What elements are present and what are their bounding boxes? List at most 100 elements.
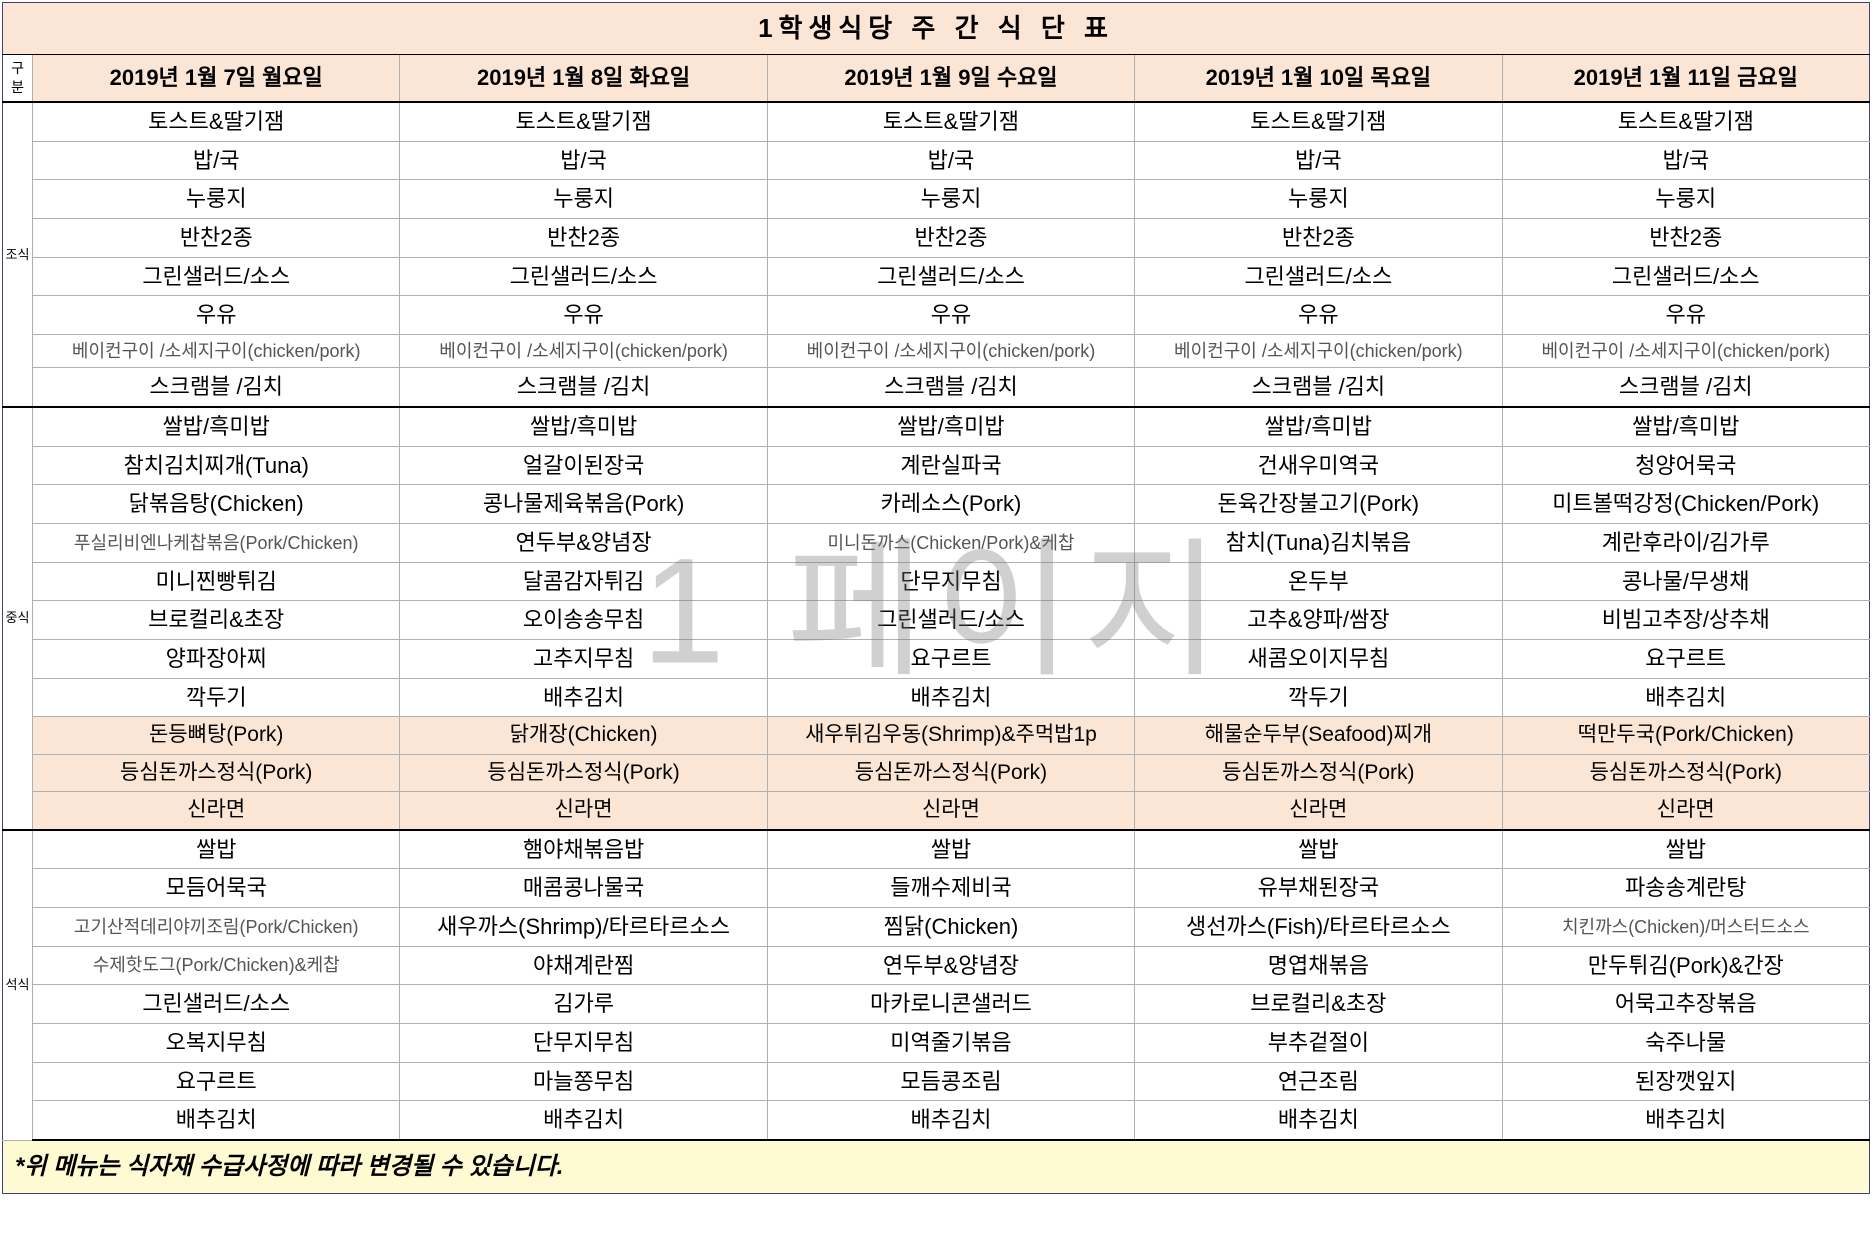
menu-cell: 신라면 [400, 792, 767, 830]
menu-cell: 베이컨구이 /소세지구이(chicken/pork) [1135, 335, 1502, 368]
menu-cell: 우유 [400, 296, 767, 335]
menu-cell: 스크램블 /김치 [1135, 368, 1502, 407]
menu-cell: 반찬2종 [1135, 218, 1502, 257]
section-label: 조식 [3, 102, 33, 407]
menu-cell: 오이송송무침 [400, 601, 767, 640]
menu-cell: 새콤오이지무침 [1135, 640, 1502, 679]
menu-cell: 깍두기 [1135, 678, 1502, 717]
menu-cell: 떡만두국(Pork/Chicken) [1502, 717, 1869, 754]
menu-cell: 연두부&양념장 [400, 524, 767, 563]
menu-cell: 등심돈까스정식(Pork) [1135, 754, 1502, 791]
menu-cell: 들깨수제비국 [767, 869, 1134, 908]
menu-cell: 베이컨구이 /소세지구이(chicken/pork) [33, 335, 400, 368]
menu-cell: 단무지무침 [767, 562, 1134, 601]
menu-cell: 그린샐러드/소스 [767, 257, 1134, 296]
menu-cell: 등심돈까스정식(Pork) [33, 754, 400, 791]
menu-cell: 스크램블 /김치 [33, 368, 400, 407]
menu-cell: 반찬2종 [1502, 218, 1869, 257]
menu-cell: 등심돈까스정식(Pork) [400, 754, 767, 791]
menu-cell: 베이컨구이 /소세지구이(chicken/pork) [1502, 335, 1869, 368]
menu-table-wrapper: 1 페이지 1학생식당 주 간 식 단 표구분2019년 1월 7일 월요일20… [2, 2, 1870, 1194]
menu-cell: 배추김치 [33, 1101, 400, 1140]
menu-cell: 깍두기 [33, 678, 400, 717]
menu-cell: 쌀밥 [1502, 830, 1869, 869]
menu-cell: 닭볶음탕(Chicken) [33, 485, 400, 524]
menu-cell: 미트볼떡강정(Chicken/Pork) [1502, 485, 1869, 524]
menu-cell: 베이컨구이 /소세지구이(chicken/pork) [400, 335, 767, 368]
menu-cell: 스크램블 /김치 [400, 368, 767, 407]
menu-cell: 등심돈까스정식(Pork) [767, 754, 1134, 791]
menu-cell: 미니돈까스(Chicken/Pork)&케찹 [767, 524, 1134, 563]
menu-cell: 배추김치 [767, 1101, 1134, 1140]
menu-cell: 그린샐러드/소스 [1502, 257, 1869, 296]
section-label: 중식 [3, 407, 33, 830]
menu-cell: 파송송계란탕 [1502, 869, 1869, 908]
menu-cell: 명엽채볶음 [1135, 946, 1502, 985]
menu-cell: 마카로니콘샐러드 [767, 985, 1134, 1024]
menu-cell: 치킨까스(Chicken)/머스터드소스 [1502, 907, 1869, 946]
menu-cell: 돈등뼈탕(Pork) [33, 717, 400, 754]
page-title: 1학생식당 주 간 식 단 표 [3, 3, 1870, 55]
menu-cell: 콩나물/무생채 [1502, 562, 1869, 601]
menu-cell: 숙주나물 [1502, 1023, 1869, 1062]
menu-cell: 스크램블 /김치 [767, 368, 1134, 407]
menu-cell: 그린샐러드/소스 [1135, 257, 1502, 296]
menu-cell: 누룽지 [33, 180, 400, 219]
menu-cell: 쌀밥 [767, 830, 1134, 869]
menu-cell: 건새우미역국 [1135, 446, 1502, 485]
menu-cell: 고추&양파/쌈장 [1135, 601, 1502, 640]
menu-cell: 유부채된장국 [1135, 869, 1502, 908]
section-label: 석식 [3, 830, 33, 1141]
menu-cell: 우유 [33, 296, 400, 335]
column-header-day: 2019년 1월 9일 수요일 [767, 55, 1134, 102]
menu-cell: 베이컨구이 /소세지구이(chicken/pork) [767, 335, 1134, 368]
menu-cell: 청양어묵국 [1502, 446, 1869, 485]
menu-cell: 모듬어묵국 [33, 869, 400, 908]
menu-cell: 밥/국 [33, 141, 400, 180]
menu-cell: 연근조림 [1135, 1062, 1502, 1101]
menu-cell: 만두튀김(Pork)&간장 [1502, 946, 1869, 985]
column-header-day: 2019년 1월 8일 화요일 [400, 55, 767, 102]
menu-cell: 돈육간장불고기(Pork) [1135, 485, 1502, 524]
menu-cell: 배추김치 [1135, 1101, 1502, 1140]
menu-cell: 계란후라이/김가루 [1502, 524, 1869, 563]
menu-cell: 밥/국 [1135, 141, 1502, 180]
menu-cell: 양파장아찌 [33, 640, 400, 679]
menu-cell: 햄야채볶음밥 [400, 830, 767, 869]
menu-cell: 우유 [767, 296, 1134, 335]
menu-cell: 반찬2종 [33, 218, 400, 257]
menu-cell: 그린샐러드/소스 [400, 257, 767, 296]
menu-cell: 야채계란찜 [400, 946, 767, 985]
menu-cell: 요구르트 [1502, 640, 1869, 679]
menu-cell: 그린샐러드/소스 [33, 985, 400, 1024]
menu-cell: 참치김치찌개(Tuna) [33, 446, 400, 485]
menu-cell: 쌀밥/흑미밥 [33, 407, 400, 446]
menu-cell: 밥/국 [1502, 141, 1869, 180]
menu-cell: 부추겉절이 [1135, 1023, 1502, 1062]
menu-cell: 새우까스(Shrimp)/타르타르소스 [400, 907, 767, 946]
menu-cell: 모듬콩조림 [767, 1062, 1134, 1101]
menu-cell: 미역줄기볶음 [767, 1023, 1134, 1062]
menu-cell: 반찬2종 [400, 218, 767, 257]
menu-cell: 신라면 [767, 792, 1134, 830]
menu-cell: 달콤감자튀김 [400, 562, 767, 601]
menu-cell: 토스트&딸기잼 [767, 102, 1134, 141]
menu-cell: 계란실파국 [767, 446, 1134, 485]
weekly-menu-table: 1학생식당 주 간 식 단 표구분2019년 1월 7일 월요일2019년 1월… [2, 2, 1870, 1194]
footer-note: *위 메뉴는 식자재 수급사정에 따라 변경될 수 있습니다. [3, 1140, 1870, 1194]
menu-cell: 누룽지 [1135, 180, 1502, 219]
menu-cell: 누룽지 [767, 180, 1134, 219]
menu-cell: 김가루 [400, 985, 767, 1024]
menu-cell: 토스트&딸기잼 [1502, 102, 1869, 141]
menu-cell: 고기산적데리야끼조림(Pork/Chicken) [33, 907, 400, 946]
column-header-day: 2019년 1월 7일 월요일 [33, 55, 400, 102]
menu-cell: 수제핫도그(Pork/Chicken)&케찹 [33, 946, 400, 985]
menu-cell: 해물순두부(Seafood)찌개 [1135, 717, 1502, 754]
menu-cell: 비빔고추장/상추채 [1502, 601, 1869, 640]
menu-cell: 요구르트 [33, 1062, 400, 1101]
menu-cell: 신라면 [1502, 792, 1869, 830]
menu-cell: 연두부&양념장 [767, 946, 1134, 985]
menu-cell: 찜닭(Chicken) [767, 907, 1134, 946]
menu-cell: 신라면 [33, 792, 400, 830]
menu-cell: 스크램블 /김치 [1502, 368, 1869, 407]
